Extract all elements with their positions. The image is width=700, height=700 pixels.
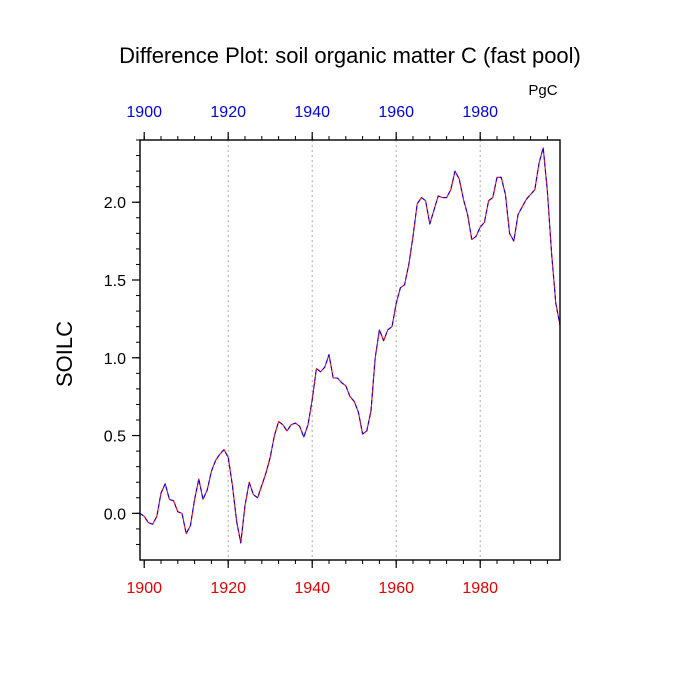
series-line-blue-dashed <box>139 147 561 544</box>
x-tick-label-top: 1920 <box>210 104 246 121</box>
x-tick-label-bottom: 1940 <box>294 580 330 597</box>
major-ticks <box>132 132 481 568</box>
series-line-red <box>139 147 561 544</box>
x-tick-label-bottom: 1960 <box>378 580 414 597</box>
x-tick-label-bottom: 1900 <box>126 580 162 597</box>
gridlines <box>227 140 481 560</box>
plot-frame <box>139 139 561 561</box>
y-tick-label: 1.5 <box>104 273 126 290</box>
x-tick-labels-bottom: 1900 1920 1940 1960 1980 <box>126 580 498 597</box>
y-tick-label: 0.5 <box>104 429 126 446</box>
x-tick-label-top: 1940 <box>294 104 330 121</box>
series-layer <box>139 147 561 544</box>
y-tick-label: 1.0 <box>104 351 126 368</box>
x-tick-labels-top: 1900 1920 1940 1960 1980 <box>126 104 498 121</box>
x-tick-label-top: 1900 <box>126 104 162 121</box>
y-axis-label: SOILC <box>52 321 77 387</box>
y-tick-labels: 0.0 0.5 1.0 1.5 2.0 <box>104 195 126 523</box>
chart-title: Difference Plot: soil organic matter C (… <box>119 43 581 68</box>
x-tick-label-bottom: 1980 <box>462 580 498 597</box>
units-label: PgC <box>528 82 557 99</box>
x-tick-label-bottom: 1920 <box>210 580 246 597</box>
y-tick-label: 0.0 <box>104 506 126 523</box>
x-tick-label-top: 1960 <box>378 104 414 121</box>
minor-ticks <box>136 136 548 564</box>
x-tick-label-top: 1980 <box>462 104 498 121</box>
y-tick-label: 2.0 <box>104 195 126 212</box>
